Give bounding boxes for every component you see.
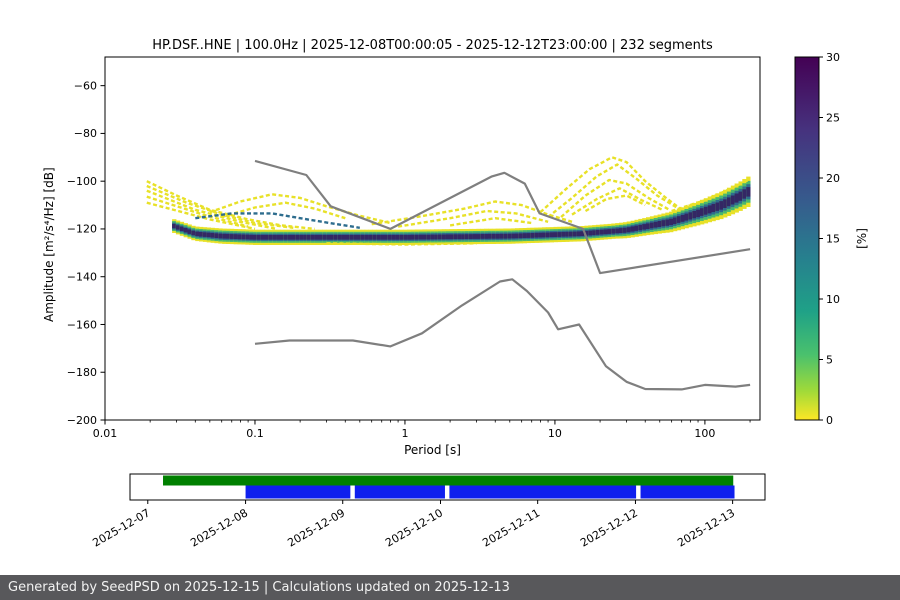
- timeline-date-label: 2025-12-08: [188, 506, 250, 549]
- svg-text:100: 100: [694, 427, 715, 440]
- svg-text:10: 10: [548, 427, 562, 440]
- psd-coverage-segment: [245, 485, 351, 499]
- noise-models: [254, 159, 751, 391]
- svg-text:5: 5: [826, 353, 833, 366]
- svg-text:25: 25: [826, 111, 840, 124]
- svg-text:−200: −200: [67, 414, 97, 427]
- svg-text:30: 30: [826, 51, 840, 64]
- colorbar-label: [%]: [855, 228, 869, 249]
- psd-coverage-segment: [449, 485, 637, 499]
- svg-text:−160: −160: [67, 318, 97, 331]
- x-axis-label: Period [s]: [404, 443, 461, 457]
- plot-title: HP.DSF..HNE | 100.0Hz | 2025-12-08T00:00…: [152, 38, 713, 53]
- psd-histogram: [172, 176, 751, 245]
- data-availability-segment: [163, 475, 734, 486]
- svg-text:−180: −180: [67, 366, 97, 379]
- psd-curves: [146, 156, 749, 246]
- low-noise-model: [254, 278, 751, 391]
- footer-text: Generated by SeedPSD on 2025-12-15 | Cal…: [8, 580, 510, 595]
- svg-text:−100: −100: [67, 175, 97, 188]
- svg-text:−60: −60: [74, 79, 97, 92]
- svg-text:15: 15: [826, 232, 840, 245]
- svg-text:0.01: 0.01: [93, 427, 118, 440]
- svg-text:−140: −140: [67, 271, 97, 284]
- timeline-date-label: 2025-12-11: [480, 506, 542, 549]
- high-noise-model: [254, 159, 751, 275]
- timeline: 2025-12-07 2025-12-08 2025-12-09 2025-12-10…: [90, 473, 766, 550]
- timeline-date-label: 2025-12-10: [383, 506, 445, 549]
- svg-text:−80: −80: [74, 127, 97, 140]
- psd-coverage-segment: [640, 485, 735, 499]
- svg-text:0: 0: [826, 414, 833, 427]
- footer-bar: Generated by SeedPSD on 2025-12-15 | Cal…: [0, 575, 900, 600]
- timeline-date-label: 2025-12-12: [578, 506, 640, 549]
- timeline-date-label: 2025-12-09: [285, 506, 347, 549]
- svg-text:0.1: 0.1: [246, 427, 264, 440]
- svg-text:1: 1: [401, 427, 408, 440]
- psd-coverage-segment: [354, 485, 445, 499]
- svg-text:20: 20: [826, 172, 840, 185]
- colorbar: 0 5 10 15 20 25 30 [%]: [794, 51, 869, 427]
- svg-text:−120: −120: [67, 223, 97, 236]
- timeline-date-label: 2025-12-13: [675, 506, 737, 549]
- timeline-date-label: 2025-12-07: [90, 506, 152, 549]
- svg-text:10: 10: [826, 293, 840, 306]
